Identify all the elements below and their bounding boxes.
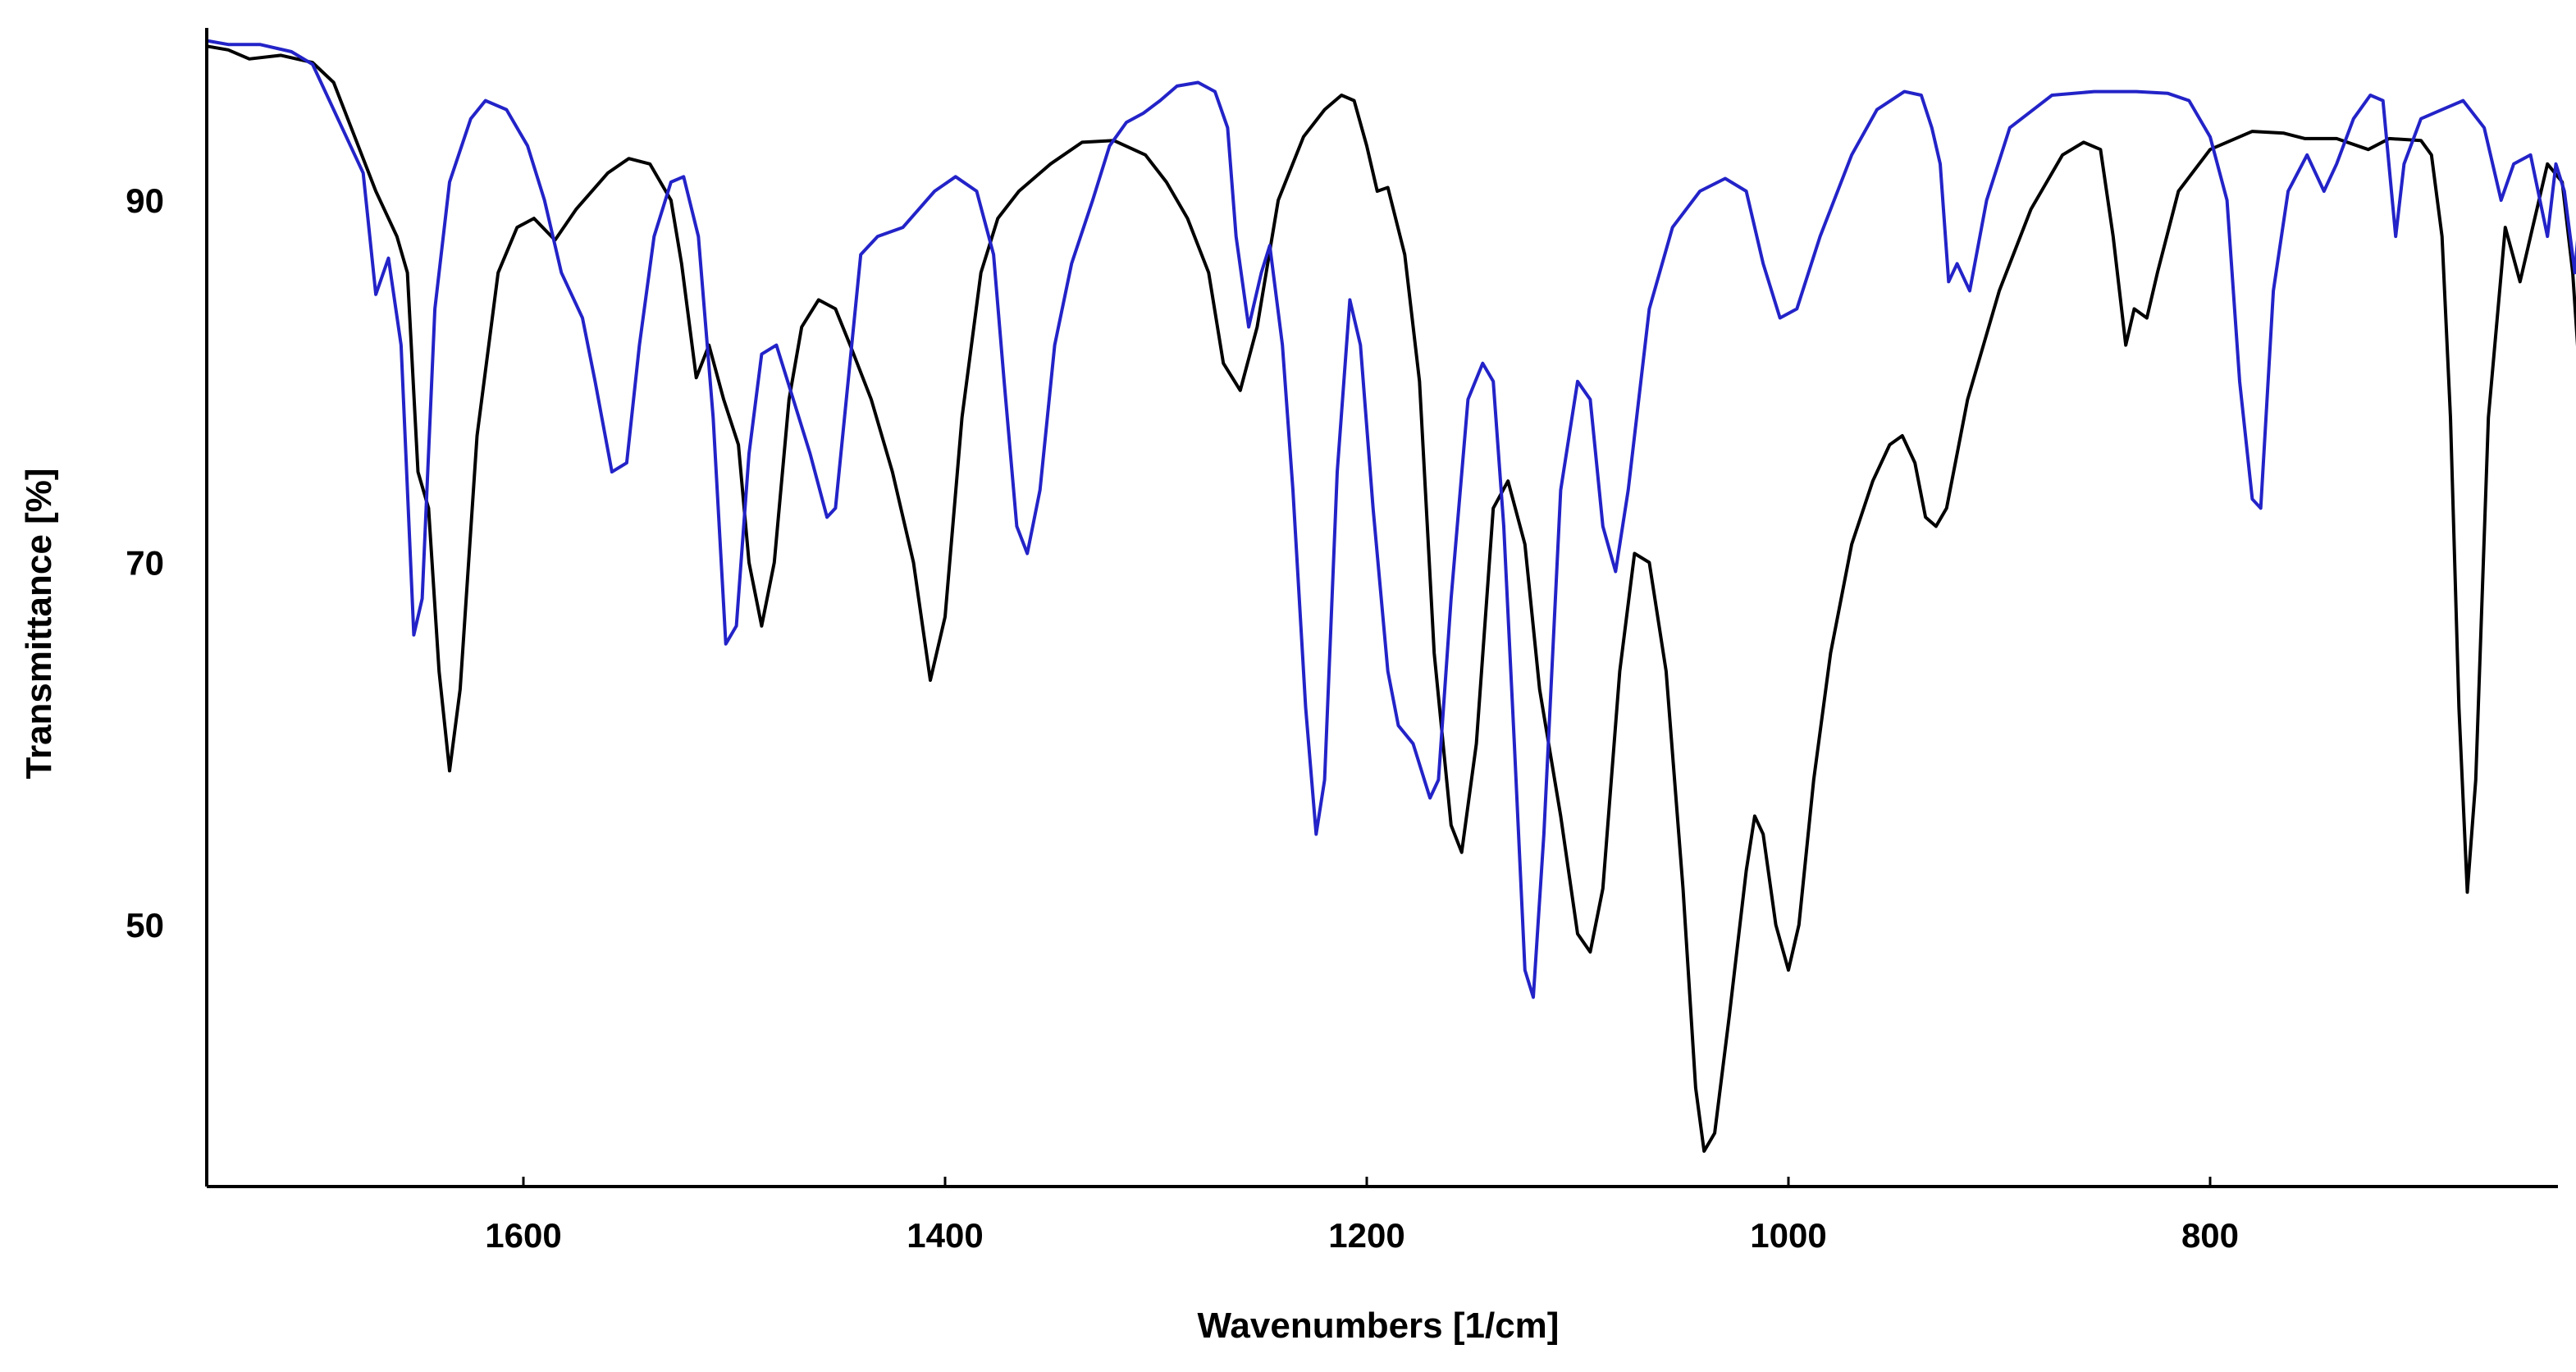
x-axis-title: Wavenumbers [1/cm] — [1198, 1306, 1560, 1346]
y-axis-ticks: 90 70 50 — [126, 181, 164, 944]
y-axis-title: Transmittance [%] — [19, 469, 59, 780]
y-tick-label: 90 — [126, 181, 164, 220]
x-tick-label: 1400 — [907, 1216, 983, 1255]
series-line-blue — [205, 39, 2576, 999]
x-tick-label: 800 — [2181, 1216, 2239, 1255]
x-tick-label: 1200 — [1328, 1216, 1404, 1255]
series-line-black — [205, 44, 2576, 1153]
y-tick-label: 70 — [126, 544, 164, 583]
x-axis-ticks: 1600 1400 1200 1000 800 — [485, 1177, 2239, 1255]
x-tick-label: 1000 — [1750, 1216, 1826, 1255]
plot-area — [205, 39, 2576, 1153]
x-tick-label: 1600 — [485, 1216, 561, 1255]
y-tick-label: 50 — [126, 906, 164, 944]
